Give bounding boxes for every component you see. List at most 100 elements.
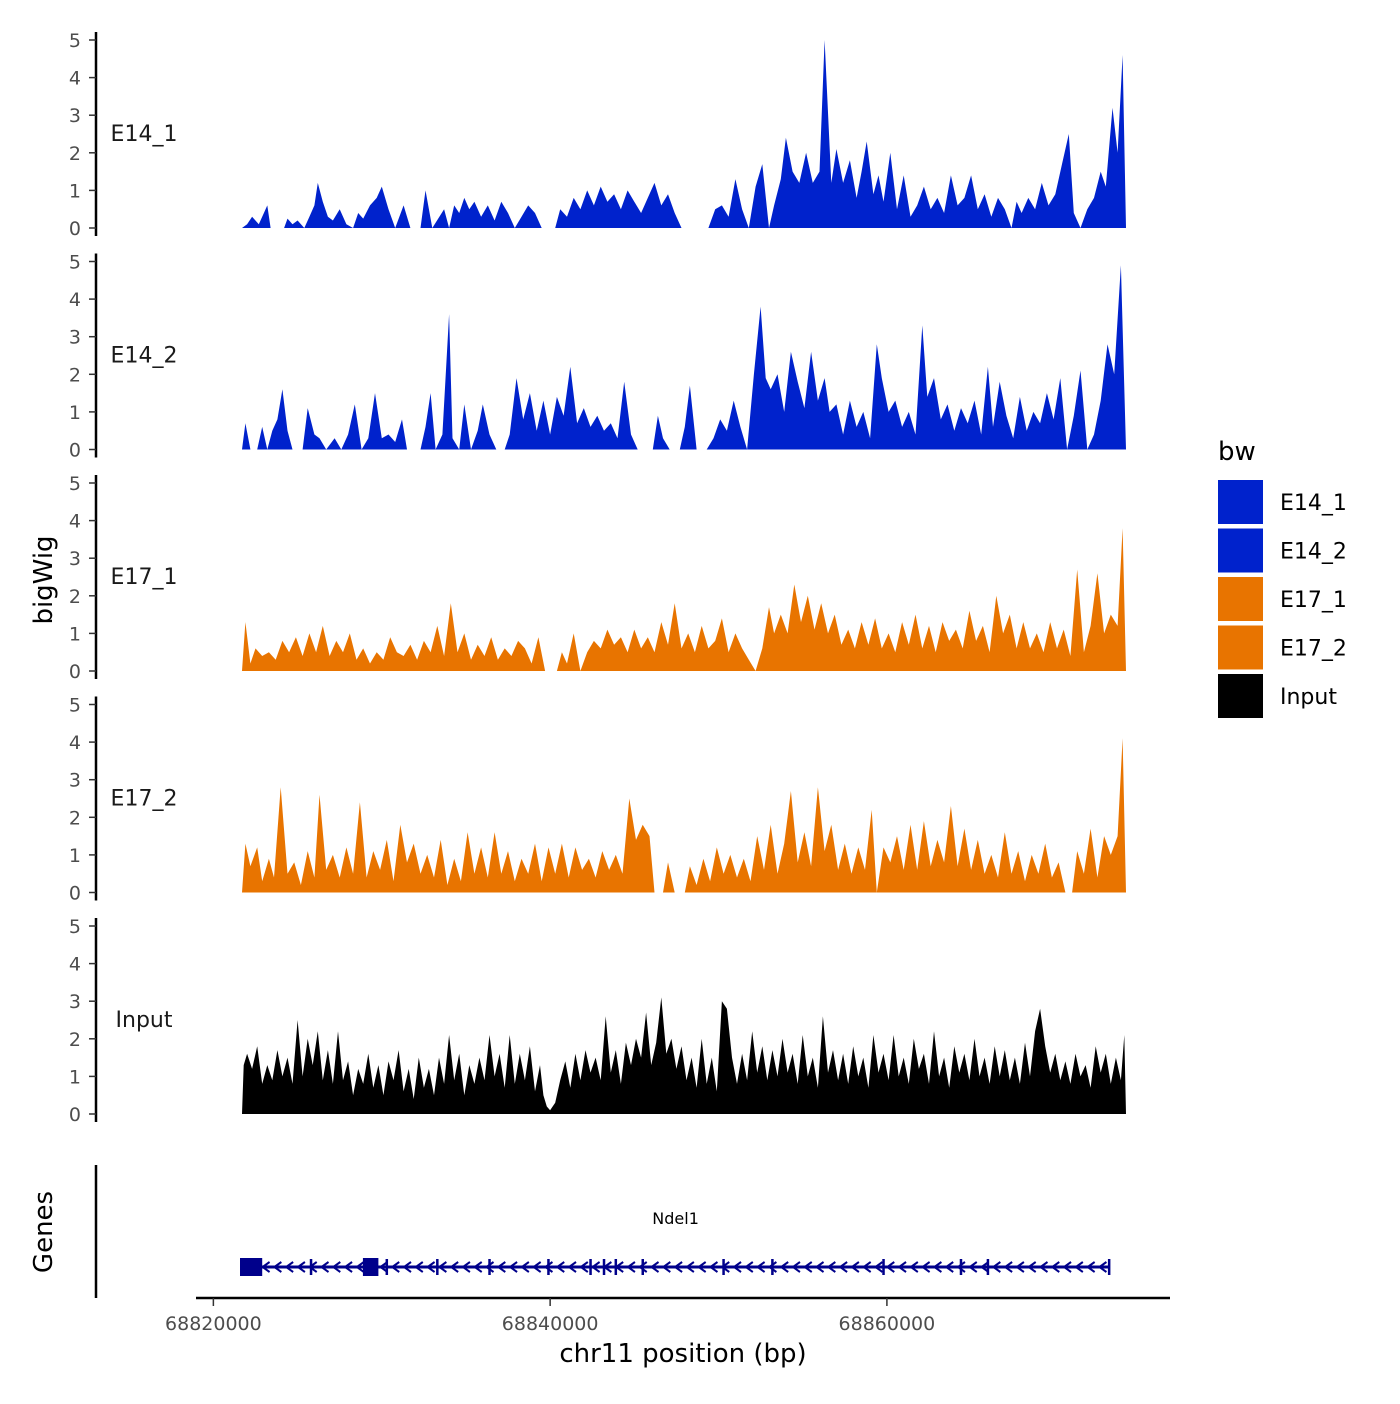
strand-arrow <box>402 1261 412 1273</box>
strand-arrow <box>814 1261 825 1273</box>
strand-arrow <box>1085 1261 1096 1273</box>
strand-arrow <box>909 1261 919 1273</box>
legend-label: E14_1 <box>1280 491 1347 516</box>
y-tick-label: 5 <box>69 252 81 274</box>
y-tick-label: 1 <box>69 845 81 867</box>
strand-arrow <box>284 1261 294 1273</box>
legend: bw E14_1 E14_2 E17_1 E17_2 Input <box>1218 437 1347 718</box>
strand-arrow <box>956 1261 966 1273</box>
track-e14-1: 0 1 2 3 4 5 E14_1 <box>69 30 1126 240</box>
gene-model <box>240 1258 1111 1276</box>
strand-arrow <box>508 1261 518 1273</box>
y-tick-label: 4 <box>69 732 81 754</box>
track-label: E14_2 <box>111 344 178 369</box>
strand-arrow <box>355 1261 365 1273</box>
y-tick-label: 0 <box>69 218 81 240</box>
y-tick-label: 1 <box>69 402 81 424</box>
strand-arrow <box>1003 1261 1013 1273</box>
strand-arrow <box>272 1261 282 1273</box>
track-input: 0 1 2 3 4 5 Input <box>69 916 1126 1126</box>
strand-arrow <box>449 1261 459 1273</box>
strand-arrow <box>567 1261 577 1273</box>
y-tick-label: 3 <box>69 105 81 127</box>
strand-arrow <box>579 1261 589 1273</box>
y-tick-label: 0 <box>69 1104 81 1126</box>
strand-arrow <box>531 1261 542 1273</box>
strand-arrow <box>850 1261 860 1273</box>
legend-label: E14_2 <box>1280 540 1347 565</box>
track-e14-2: 0 1 2 3 4 5 E14_2 <box>69 252 1126 462</box>
exon-block <box>362 1258 379 1276</box>
y-tick-label: 3 <box>69 548 81 570</box>
strand-arrow <box>1062 1261 1072 1273</box>
strand-arrow <box>1015 1261 1025 1273</box>
strand-arrow <box>803 1261 813 1273</box>
signal-area <box>242 997 1126 1114</box>
y-tick-label: 1 <box>69 1066 81 1088</box>
strand-arrow <box>791 1261 801 1273</box>
x-tick-label: 68860000 <box>839 1313 936 1335</box>
y-tick-label: 2 <box>69 143 81 165</box>
strand-arrow <box>520 1261 530 1273</box>
signal-area <box>242 528 1126 671</box>
y-tick-label: 4 <box>69 511 81 533</box>
strand-arrow <box>696 1261 707 1273</box>
strand-arrow <box>649 1261 660 1273</box>
x-axis-title: chr11 position (bp) <box>559 1339 806 1369</box>
legend-swatch <box>1218 674 1263 718</box>
track-label: Input <box>116 1008 173 1033</box>
strand-arrow <box>414 1261 424 1273</box>
strand-arrow <box>1038 1261 1049 1273</box>
strand-arrow <box>1026 1261 1037 1273</box>
strand-arrow <box>979 1261 990 1273</box>
legend-label: Input <box>1280 685 1337 710</box>
signal-area <box>242 265 1126 450</box>
strand-arrow <box>1097 1261 1108 1273</box>
legend-swatch <box>1218 577 1263 621</box>
strand-arrow <box>861 1261 872 1273</box>
strand-arrow <box>779 1261 789 1273</box>
strand-arrow <box>378 1261 389 1273</box>
strand-arrow <box>484 1261 495 1273</box>
y-tick-label: 2 <box>69 1029 81 1051</box>
strand-arrow <box>543 1261 554 1273</box>
strand-arrow <box>897 1261 907 1273</box>
y-tick-label: 2 <box>69 364 81 386</box>
strand-arrow <box>473 1261 483 1273</box>
strand-arrow <box>319 1261 330 1273</box>
strand-arrow <box>991 1261 1001 1273</box>
y-tick-label: 4 <box>69 68 81 90</box>
strand-arrow <box>461 1261 471 1273</box>
strand-arrow <box>932 1261 942 1273</box>
strand-arrow <box>755 1261 766 1273</box>
legend-title: bw <box>1218 437 1256 467</box>
track-e17-2: 0 1 2 3 4 5 E17_2 <box>69 695 1126 905</box>
strand-arrow <box>1074 1261 1084 1273</box>
y-tick-label: 0 <box>69 883 81 905</box>
signal-area <box>242 738 1126 893</box>
y-axis-title: bigWig <box>29 535 59 624</box>
y-tick-label: 3 <box>69 770 81 792</box>
strand-arrow <box>661 1261 671 1273</box>
strand-arrow <box>555 1261 565 1273</box>
strand-arrow <box>331 1261 341 1273</box>
y-tick-label: 3 <box>69 991 81 1013</box>
strand-arrow <box>732 1261 742 1273</box>
y-tick-label: 2 <box>69 586 81 608</box>
x-tick-label: 68840000 <box>502 1313 599 1335</box>
strand-arrow <box>885 1261 895 1273</box>
y-tick-label: 5 <box>69 695 81 717</box>
y-tick-label: 4 <box>69 289 81 311</box>
y-tick-label: 3 <box>69 327 81 349</box>
legend-swatch <box>1218 625 1263 670</box>
legend-label: E17_2 <box>1280 637 1347 662</box>
track-label: E14_1 <box>111 122 178 147</box>
tracks: 0 1 2 3 4 5 E14_1 0 1 2 3 4 5 E14_2 0 1 2 3 4 5 E17_1 0 1 2 3 4 5 E… <box>69 30 1126 1126</box>
gene-panel: Genes Ndel1 <box>29 1165 1111 1298</box>
legend-swatch <box>1218 480 1263 524</box>
strand-arrow <box>685 1261 695 1273</box>
exon-block <box>240 1258 263 1276</box>
y-tick-label: 5 <box>69 473 81 495</box>
